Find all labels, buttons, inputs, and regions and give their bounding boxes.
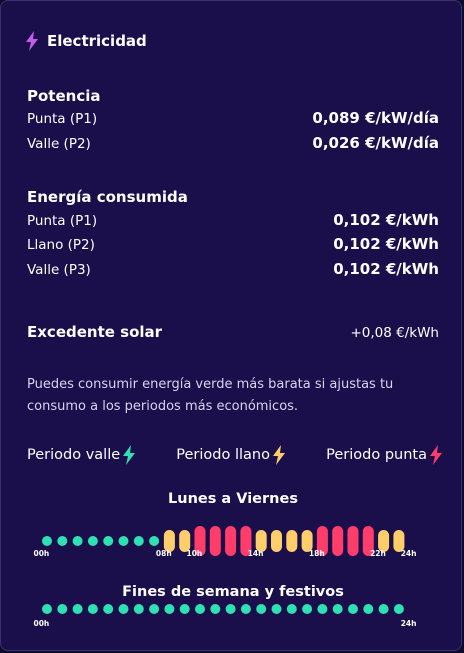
hour-mark-punta <box>362 526 374 556</box>
hour-tick-label: 08h <box>156 549 172 558</box>
card-title: Electricidad <box>47 32 147 50</box>
hour-tick-label: 00h <box>34 619 50 628</box>
hour-mark-valle <box>133 604 144 614</box>
hour-tick-label: 10h <box>187 549 203 558</box>
energia-label: Punta (P1) <box>27 213 98 229</box>
hour-mark-valle <box>225 604 236 614</box>
hour-mark-valle <box>302 604 313 614</box>
hour-mark-punta <box>316 526 328 556</box>
solar-value: +0,08 €/kWh <box>350 325 439 341</box>
hour-mark-llano <box>378 530 390 552</box>
hour-mark-valle <box>240 604 251 614</box>
legend-label: Periodo llano <box>176 447 270 463</box>
energia-value: 0,102 €/kWh <box>333 211 439 229</box>
hour-mark-valle <box>87 536 98 546</box>
hour-mark-valle <box>133 536 144 546</box>
hour-tick-label: 00h <box>34 549 50 558</box>
weekday-title: Lunes a Viernes <box>168 491 298 507</box>
hour-mark-valle <box>195 604 205 614</box>
hour-tick-label: 24h <box>401 619 417 628</box>
potencia-title: Potencia <box>27 87 101 105</box>
hour-mark-valle <box>103 604 114 614</box>
weekend-title: Fines de semana y festivos <box>122 584 344 600</box>
hour-mark-valle <box>42 536 52 546</box>
hour-mark-valle <box>210 604 221 614</box>
hour-mark-llano <box>393 530 405 552</box>
hour-mark-punta <box>240 526 252 556</box>
bolt-icon <box>26 31 38 51</box>
weekend-timeline: 00h 24h <box>34 604 417 628</box>
hour-mark-valle <box>149 536 160 546</box>
energia-value: 0,102 €/kWh <box>333 235 439 253</box>
potencia-row: Punta (P1) 0,089 €/kW/día <box>27 109 439 127</box>
card-header: Electricidad <box>25 31 147 51</box>
bolt-icon <box>272 445 285 465</box>
potencia-row: Valle (P2) 0,026 €/kW/día <box>27 134 439 152</box>
legend-label: Periodo punta <box>326 447 427 463</box>
hour-mark-valle <box>363 604 374 614</box>
potencia-value: 0,026 €/kW/día <box>312 134 439 152</box>
period-legend: Periodo valle Periodo llano Periodo punt… <box>27 445 443 465</box>
hour-mark-valle <box>87 604 98 614</box>
legend-label: Periodo valle <box>27 447 121 463</box>
energia-label: Valle (P3) <box>27 262 91 278</box>
hour-mark-llano <box>179 530 191 552</box>
hour-mark-valle <box>57 536 68 546</box>
hour-mark-valle <box>256 604 267 614</box>
energia-row: Punta (P1) 0,102 €/kWh <box>27 211 439 229</box>
hour-mark-valle <box>271 604 282 614</box>
hour-tick-label: 24h <box>401 549 417 558</box>
hour-mark-punta <box>194 526 206 556</box>
hour-tick-label: 22h <box>370 549 386 558</box>
energia-row: Llano (P2) 0,102 €/kWh <box>27 235 439 253</box>
hour-mark-llano <box>255 530 267 552</box>
hour-mark-valle <box>179 604 190 614</box>
potencia-value: 0,089 €/kW/día <box>312 109 439 127</box>
hour-mark-llano <box>286 530 298 552</box>
solar-row: Excedente solar +0,08 €/kWh <box>27 323 439 341</box>
hour-mark-valle <box>286 604 297 614</box>
potencia-label: Punta (P1) <box>27 111 98 127</box>
hour-mark-valle <box>164 604 175 614</box>
legend-valle: Periodo valle <box>27 445 136 465</box>
hour-mark-valle <box>57 604 68 614</box>
savings-note: Puedes consumir energía verde más barata… <box>27 377 394 414</box>
hour-mark-llano <box>271 530 282 552</box>
hour-mark-punta <box>347 526 359 556</box>
hour-tick-label: 18h <box>309 549 325 558</box>
hour-mark-valle <box>103 536 114 546</box>
hour-mark-valle <box>118 604 129 614</box>
energia-title: Energía consumida <box>27 188 188 206</box>
hour-mark-valle <box>378 604 389 614</box>
solar-label: Excedente solar <box>27 323 163 341</box>
legend-punta: Periodo punta <box>326 445 443 465</box>
hour-mark-llano <box>163 530 175 552</box>
hour-mark-valle <box>393 604 404 614</box>
hour-mark-valle <box>72 604 83 614</box>
hour-mark-valle <box>72 536 83 546</box>
hour-mark-valle <box>317 604 328 614</box>
energia-row: Valle (P3) 0,102 €/kWh <box>27 260 439 278</box>
hour-mark-valle <box>118 536 129 546</box>
hour-mark-punta <box>225 526 237 556</box>
hour-tick-label: 14h <box>248 549 264 558</box>
hour-mark-valle <box>348 604 358 614</box>
weekday-timeline: 00h 08h 10h 14h 18h 22h 24h <box>34 526 417 558</box>
hour-mark-punta <box>332 526 344 556</box>
hour-mark-valle <box>42 604 52 614</box>
energia-value: 0,102 €/kWh <box>333 260 439 278</box>
energia-label: Llano (P2) <box>27 237 95 253</box>
bolt-icon <box>429 445 442 465</box>
legend-llano: Periodo llano <box>176 445 286 465</box>
hour-mark-llano <box>301 530 313 552</box>
hour-mark-punta <box>209 526 221 556</box>
hour-mark-valle <box>332 604 343 614</box>
bolt-icon <box>123 445 136 465</box>
potencia-label: Valle (P2) <box>27 136 91 152</box>
hour-mark-valle <box>149 604 160 614</box>
